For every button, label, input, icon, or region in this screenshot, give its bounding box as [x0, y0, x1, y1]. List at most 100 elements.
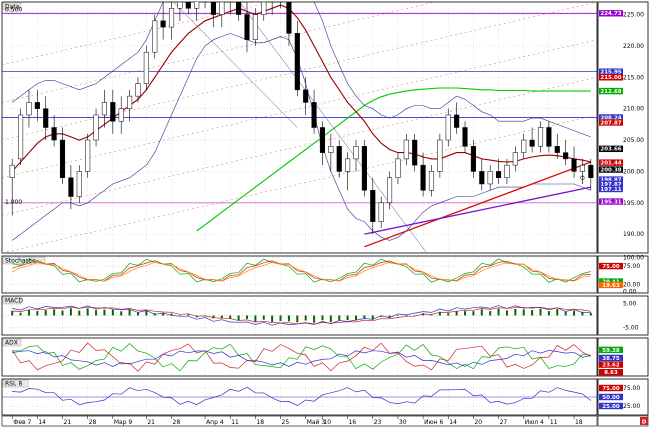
candle-body-35: [303, 89, 309, 103]
candle-body-5: [51, 127, 57, 141]
price-badge-label-4-0: 75.00: [602, 386, 620, 392]
macd-bar-5: [53, 309, 56, 316]
candle-body-63: [537, 127, 544, 147]
candle-body-44: [378, 202, 384, 222]
macd-bar-2: [27, 309, 30, 316]
macd-bar-11: [103, 309, 106, 316]
macd-bar-63: [539, 308, 542, 316]
series-group-macd-signal: [12, 306, 591, 325]
candle-body-24: [210, 2, 217, 15]
macd-bar-16: [145, 310, 148, 316]
macd-bar-52: [447, 313, 450, 316]
candle-body-67: [571, 158, 577, 172]
price-badge-3-2: [599, 361, 623, 368]
candle-body-18: [160, 20, 166, 28]
candle-body-55: [470, 146, 476, 172]
candle-body-46: [395, 158, 401, 178]
macd-bar-47: [405, 315, 408, 317]
candle-body-6: [59, 139, 66, 178]
x-tick-label-8: 11: [231, 419, 239, 426]
overlay-trendline-purple: [364, 186, 591, 235]
price-badge-4-1: [599, 393, 623, 401]
y-tick-label-0-3: 205.00: [623, 137, 644, 144]
price-badge-0-8: [599, 166, 623, 173]
macd-bar-12: [111, 309, 114, 316]
overlay-bollinger-upper: [12, 2, 591, 138]
macd-bar-59: [505, 310, 508, 316]
candle-body-4: [43, 108, 49, 128]
y-tick-label-4-1: 75.00: [623, 385, 640, 392]
price-badge-1-0: [599, 262, 623, 270]
macd-bar-50: [430, 314, 433, 316]
candle-body-54: [462, 127, 468, 147]
price-badge-label-4-2: 25.00: [602, 404, 620, 410]
macd-bar-22: [195, 315, 198, 318]
candle-body-30: [261, 2, 267, 15]
candle-body-1: [18, 114, 24, 160]
panel-title-box-1: [2, 256, 46, 265]
x-tick-label-16: Июн 6: [424, 419, 443, 426]
candle-body-22: [194, 2, 200, 9]
x-tick-label-13: 16: [349, 419, 357, 426]
candle-body-13: [118, 108, 124, 122]
macd-bar-41: [355, 315, 358, 321]
macd-bar-25: [220, 315, 223, 318]
series-group-stoch-k: [12, 258, 591, 283]
candle-body-66: [563, 152, 569, 160]
series-group-rsi-line: [12, 386, 592, 406]
candle-body-29: [252, 14, 258, 40]
candle-body-40: [345, 158, 351, 172]
candle-body-15: [135, 83, 141, 97]
candle-body-69: [588, 164, 594, 178]
fib-line-2: [2, 39, 597, 178]
candle-body-21: [185, 2, 191, 9]
x-tick-label-7: Апр 4: [206, 419, 224, 426]
price-badge-label-0-9: 198.87: [600, 177, 621, 183]
macd-bar-24: [212, 315, 215, 319]
panel-axis-0: [597, 1, 649, 254]
candle-body-61: [521, 139, 527, 153]
macd-bar-7: [69, 308, 72, 316]
candle-body-0: [9, 164, 15, 178]
corner-badge: [640, 417, 648, 425]
macd-bar-42: [363, 315, 366, 319]
macd-bar-17: [153, 313, 156, 316]
macd-bar-18: [162, 313, 165, 316]
candle-body-68: [579, 164, 585, 172]
macd-bar-67: [573, 310, 576, 316]
candle-body-43: [370, 190, 376, 222]
price-badge-label-0-5: 207.87: [600, 120, 621, 126]
price-badge-label-0-4: 208.24: [600, 115, 621, 121]
price-badge-1-2: [599, 281, 623, 289]
candle-body-28: [244, 14, 250, 40]
price-badge-0-5: [599, 119, 623, 126]
candle-body-25: [219, 2, 225, 15]
macd-bar-58: [497, 308, 500, 316]
price-badge-0-6: [599, 145, 623, 153]
macd-bar-27: [237, 315, 240, 321]
panel-frame-1: [1, 255, 598, 294]
macd-bar-13: [120, 311, 123, 316]
series-group-adx-minus: [11, 342, 591, 372]
corner-badge-label: D: [642, 420, 647, 426]
macd-bar-8: [78, 310, 81, 316]
y-tick-label-0-7: 225.00: [623, 12, 644, 19]
candle-body-34: [294, 33, 300, 91]
macd-bar-29: [254, 315, 257, 322]
x-tick-label-5: 21: [147, 419, 155, 426]
candle-body-41: [353, 146, 359, 160]
macd-bar-9: [86, 308, 89, 316]
candle-body-49: [420, 164, 426, 191]
macd-bar-65: [556, 309, 559, 316]
candle-body-65: [554, 146, 560, 153]
candle-body-11: [101, 102, 107, 116]
y-tick-label-1-3: 100.00: [623, 255, 644, 262]
candle-body-27: [236, 2, 242, 15]
panel-title-3: ADX: [5, 340, 18, 347]
candle-body-42: [361, 146, 367, 191]
price-badge-4-0: [599, 384, 623, 392]
price-badge-label-1-2: 19.63: [602, 283, 620, 289]
price-badge-label-3-3: 8.63: [604, 370, 618, 376]
candle-body-45: [386, 177, 393, 204]
candle-body-39: [336, 146, 342, 172]
